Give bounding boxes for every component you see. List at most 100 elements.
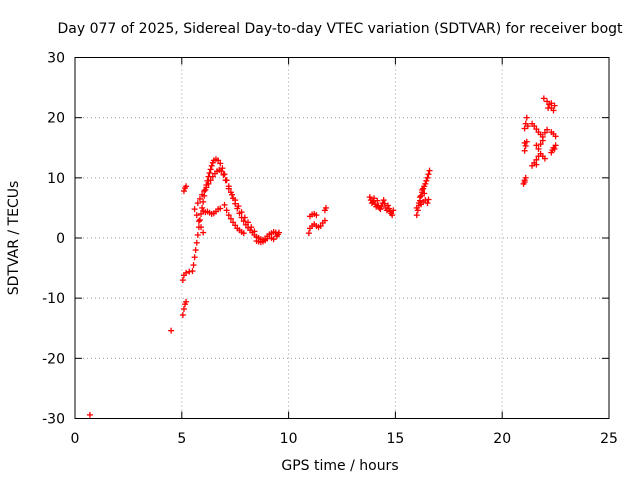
data-point [196, 216, 203, 223]
chart-title: Day 077 of 2025, Sidereal Day-to-day VTE… [57, 21, 623, 37]
data-point [245, 219, 252, 226]
data-point [416, 194, 423, 201]
data-point [217, 160, 224, 167]
data-point [413, 204, 420, 211]
data-point [521, 125, 528, 132]
data-point [189, 268, 196, 275]
data-point [198, 210, 205, 217]
data-point [426, 167, 433, 174]
data-point [193, 212, 200, 219]
data-point [545, 105, 552, 112]
y-axis: -30 -20 -10 0 10 20 30 [42, 51, 609, 428]
data-point [541, 155, 548, 162]
data-point [368, 200, 375, 207]
data-point [552, 142, 559, 149]
data-point [180, 188, 187, 195]
data-point [535, 145, 542, 152]
data-point [422, 180, 429, 187]
data-point [200, 229, 207, 236]
data-point [215, 157, 222, 164]
data-point [241, 214, 248, 221]
y-tick-label: 30 [47, 51, 65, 67]
data-point [381, 200, 388, 207]
data-point [235, 203, 242, 210]
data-point [227, 215, 234, 222]
data-point [548, 100, 555, 107]
data-point [240, 218, 247, 225]
data-point [248, 224, 255, 231]
data-point [313, 212, 320, 219]
data-point [551, 102, 558, 109]
data-point [251, 228, 258, 235]
data-point [551, 145, 558, 152]
data-point [521, 139, 528, 146]
x-tick-label: 25 [600, 431, 618, 447]
data-point [199, 204, 206, 211]
data-point [521, 147, 528, 154]
x-axis-title: GPS time / hours [281, 458, 398, 474]
data-point [322, 204, 329, 211]
data-point [200, 198, 207, 205]
data-point [273, 233, 280, 240]
data-point [206, 170, 213, 177]
data-point [222, 177, 229, 184]
data-point [240, 230, 247, 237]
data-point [208, 162, 215, 169]
data-point [203, 184, 210, 191]
data-point [533, 126, 540, 133]
data-point [418, 192, 425, 199]
y-tick-label: -30 [42, 412, 65, 428]
data-point [523, 114, 530, 121]
x-tick-label: 5 [177, 431, 186, 447]
data-point [183, 183, 190, 190]
y-tick-label: 20 [47, 111, 65, 127]
data-point [220, 171, 227, 178]
data-point [225, 185, 232, 192]
data-point [425, 196, 432, 203]
data-point [552, 133, 559, 140]
data-point [321, 217, 328, 224]
data-point [193, 239, 200, 246]
data-point [540, 95, 547, 102]
data-point [230, 219, 237, 226]
data-point [180, 305, 187, 312]
data-point [524, 123, 531, 130]
data-point [194, 200, 201, 207]
data-point [374, 197, 381, 204]
data-point [275, 229, 282, 236]
data-point [389, 212, 396, 219]
x-tick-label: 0 [71, 431, 80, 447]
data-point [544, 98, 551, 105]
data-point [544, 126, 551, 133]
x-tick-label: 20 [493, 431, 511, 447]
data-point [378, 203, 385, 210]
data-point [232, 197, 239, 204]
data-point [209, 173, 216, 180]
data-point [194, 231, 201, 238]
data-point [390, 207, 397, 214]
data-point [537, 141, 544, 148]
data-point [424, 174, 431, 181]
data-point [377, 206, 384, 213]
y-tick-label: -20 [42, 351, 65, 367]
data-point [413, 212, 420, 219]
data-point [531, 123, 538, 130]
data-point [262, 236, 269, 243]
x-tick-label: 15 [386, 431, 404, 447]
y-tick-label: 0 [56, 231, 65, 247]
data-point [86, 411, 93, 418]
data-point [371, 195, 378, 202]
data-point [223, 207, 230, 214]
data-point [521, 179, 528, 186]
data-point [425, 171, 432, 178]
data-point [219, 165, 226, 172]
data-point [225, 212, 232, 219]
data-point [190, 262, 197, 269]
data-point [191, 254, 198, 261]
data-point [529, 162, 536, 169]
data-point [195, 218, 202, 225]
data-point [201, 188, 208, 195]
grid [75, 57, 609, 419]
data-point [421, 190, 428, 197]
